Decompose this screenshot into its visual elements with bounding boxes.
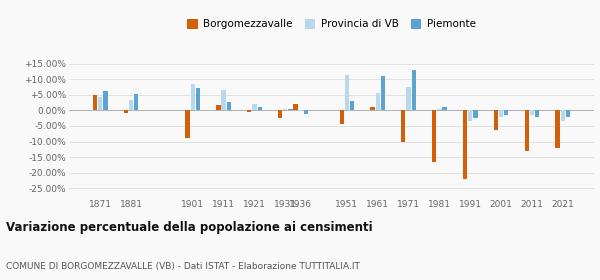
Bar bbox=[468, 110, 472, 121]
Bar bbox=[473, 110, 478, 118]
Bar bbox=[103, 91, 107, 110]
Bar bbox=[227, 102, 231, 110]
Bar bbox=[185, 110, 190, 138]
Bar bbox=[289, 109, 293, 110]
Bar bbox=[401, 110, 406, 142]
Bar bbox=[216, 105, 221, 110]
Bar bbox=[350, 101, 355, 110]
Legend: Borgomezzavalle, Provincia di VB, Piemonte: Borgomezzavalle, Provincia di VB, Piemon… bbox=[187, 19, 476, 29]
Bar bbox=[530, 110, 534, 115]
Bar bbox=[560, 110, 565, 121]
Bar bbox=[432, 110, 436, 162]
Bar bbox=[504, 110, 508, 115]
Bar bbox=[463, 110, 467, 179]
Bar bbox=[304, 110, 308, 114]
Bar bbox=[247, 110, 251, 112]
Bar bbox=[376, 93, 380, 110]
Bar bbox=[437, 109, 442, 110]
Bar bbox=[293, 104, 298, 110]
Bar bbox=[257, 107, 262, 110]
Bar bbox=[406, 87, 411, 110]
Bar bbox=[134, 94, 139, 110]
Bar bbox=[221, 90, 226, 110]
Bar bbox=[566, 110, 570, 117]
Bar bbox=[191, 84, 195, 110]
Bar bbox=[124, 110, 128, 113]
Bar bbox=[252, 104, 257, 110]
Bar bbox=[93, 95, 97, 110]
Bar bbox=[412, 70, 416, 110]
Bar bbox=[340, 110, 344, 123]
Bar bbox=[345, 75, 349, 110]
Bar bbox=[381, 76, 385, 110]
Bar bbox=[442, 107, 447, 110]
Bar bbox=[98, 97, 103, 110]
Bar bbox=[129, 101, 133, 110]
Bar bbox=[370, 107, 374, 110]
Bar bbox=[499, 110, 503, 117]
Bar bbox=[299, 110, 303, 111]
Text: COMUNE DI BORGOMEZZAVALLE (VB) - Dati ISTAT - Elaborazione TUTTITALIA.IT: COMUNE DI BORGOMEZZAVALLE (VB) - Dati IS… bbox=[6, 262, 360, 271]
Text: Variazione percentuale della popolazione ai censimenti: Variazione percentuale della popolazione… bbox=[6, 221, 373, 234]
Bar bbox=[196, 88, 200, 110]
Bar bbox=[283, 109, 287, 110]
Bar bbox=[494, 110, 498, 130]
Bar bbox=[556, 110, 560, 148]
Bar bbox=[535, 110, 539, 117]
Bar bbox=[278, 110, 282, 118]
Bar bbox=[524, 110, 529, 151]
